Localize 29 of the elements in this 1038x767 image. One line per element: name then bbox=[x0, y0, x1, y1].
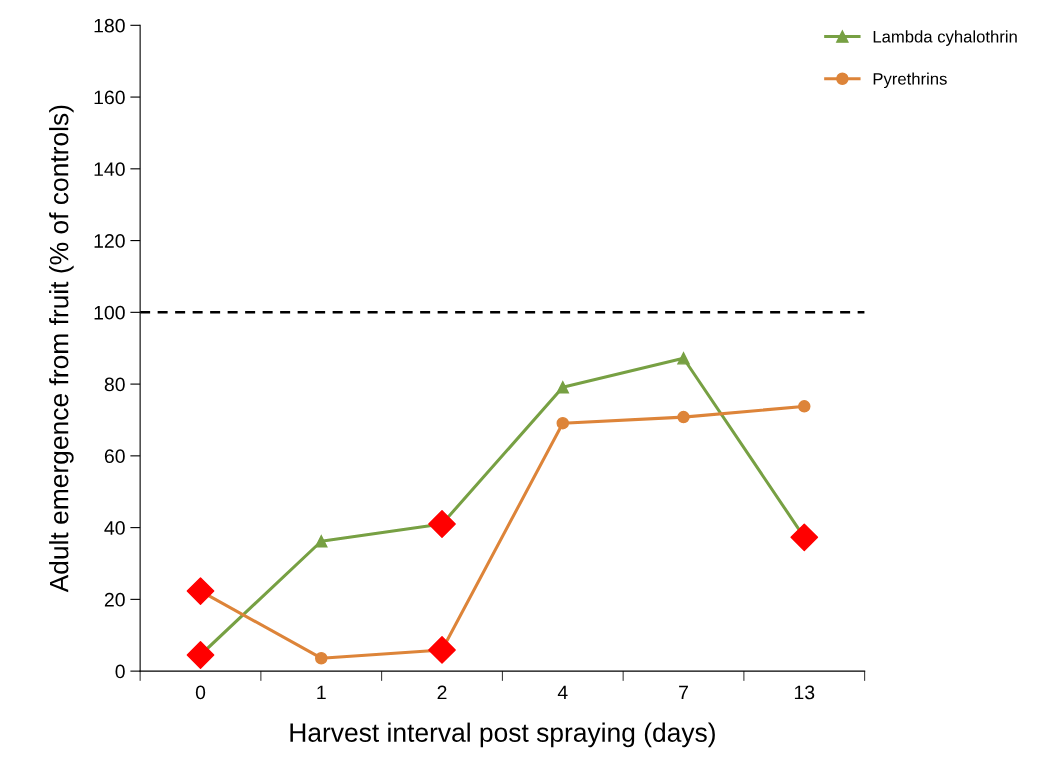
legend-label: Pyrethrins bbox=[873, 72, 947, 89]
x-tick-label: 0 bbox=[195, 685, 206, 700]
y-tick-label: 60 bbox=[104, 449, 125, 464]
y-tick-label: 140 bbox=[94, 162, 125, 177]
y-tick-label: 40 bbox=[104, 521, 125, 535]
point bbox=[315, 534, 328, 548]
x-tick-label: 7 bbox=[679, 685, 688, 700]
point bbox=[556, 381, 570, 394]
y-tick-label: 20 bbox=[104, 592, 125, 607]
point bbox=[798, 400, 811, 413]
y-tick-label: 180 bbox=[94, 18, 125, 33]
point bbox=[315, 651, 328, 665]
point bbox=[556, 416, 570, 430]
point bbox=[186, 641, 215, 669]
legend-label: Lambda cyhalothrin bbox=[873, 30, 1017, 46]
x-tick-label: 2 bbox=[437, 685, 447, 700]
y-tick-label: 100 bbox=[94, 305, 125, 320]
x-axis-title: Harvest interval post spraying (days) bbox=[290, 722, 715, 748]
x-tick-label: 13 bbox=[794, 685, 815, 700]
point bbox=[677, 410, 690, 424]
y-tick-label: 160 bbox=[94, 90, 125, 105]
point bbox=[428, 510, 456, 538]
point bbox=[677, 352, 690, 365]
y-tick-label: 80 bbox=[104, 377, 125, 392]
x-tick-label: 4 bbox=[557, 685, 568, 700]
x-tick-label: 1 bbox=[317, 685, 326, 700]
y-axis-title: Adult emergence from fruit (% of controls) bbox=[49, 105, 74, 593]
y-tick-label: 0 bbox=[115, 664, 125, 679]
y-tick-label: 120 bbox=[94, 234, 125, 248]
